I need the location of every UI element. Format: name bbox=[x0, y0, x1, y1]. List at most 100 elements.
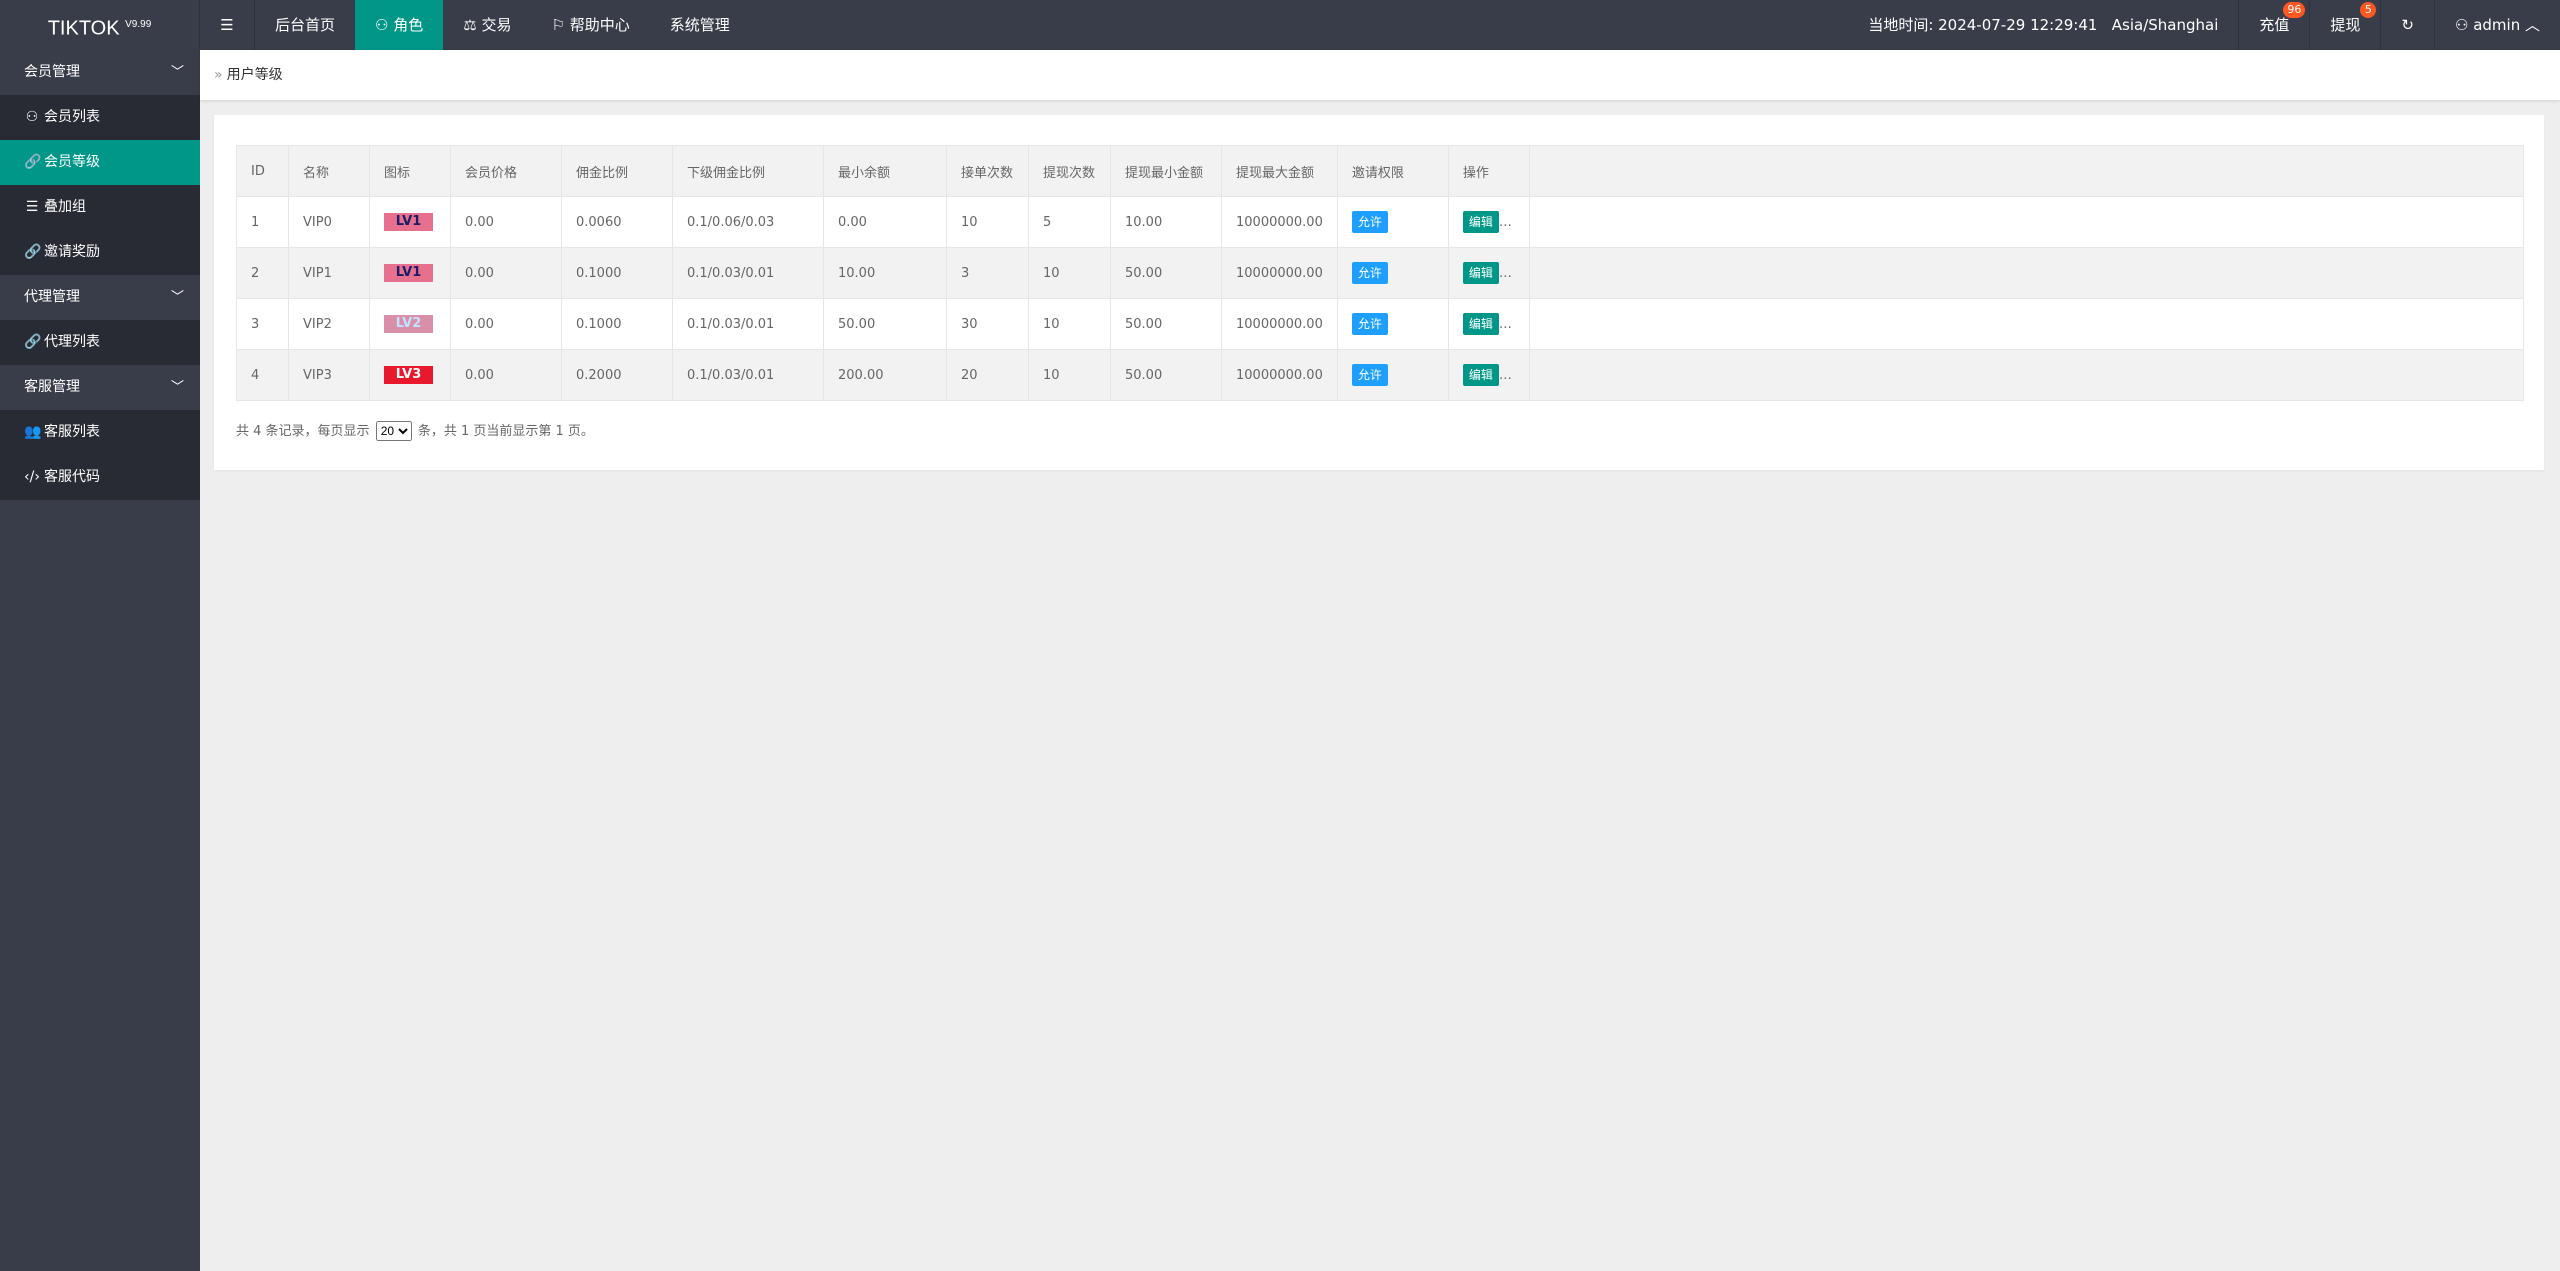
chevron-up-icon: ︿ bbox=[2524, 16, 2540, 34]
table-row: 1 VIP0 LV1 0.00 0.0060 0.1/0.06/0.03 0.00 10 5 10… bbox=[236, 196, 2525, 248]
table-cell: 0.0060 bbox=[561, 196, 673, 248]
withdraw-link[interactable]: 提现 5 bbox=[2309, 0, 2380, 50]
hamburger-icon[interactable]: ☰ bbox=[200, 0, 255, 50]
sidebar: 会员管理 ﹀ ⚇ 会员列表 🔗 会员等级 ☰ 叠加组 🔗 邀请奖励 代理管理 ﹀ 🔗 代理列表… bbox=[0, 50, 200, 1271]
column-header: 操作 bbox=[1447, 145, 1530, 197]
cell-text: 4 bbox=[251, 367, 260, 383]
table-cell: LV2 bbox=[369, 298, 451, 350]
header-filler bbox=[1528, 145, 2525, 197]
cell-text: 0.0060 bbox=[576, 214, 622, 230]
table-cell: 编辑… bbox=[1447, 349, 1530, 401]
table-cell: 50.00 bbox=[1110, 247, 1222, 299]
table-cell: 2 bbox=[236, 247, 289, 299]
table-cell: 0.1000 bbox=[561, 298, 673, 350]
allow-button[interactable]: 允许 bbox=[1351, 262, 1388, 284]
table-cell: 0.00 bbox=[450, 298, 562, 350]
more-icon[interactable]: … bbox=[1498, 215, 1512, 230]
cell-text: VIP0 bbox=[303, 214, 332, 230]
table-row: 2 VIP1 LV1 0.00 0.1000 0.1/0.03/0.01 10.00 3 10 5… bbox=[236, 247, 2525, 299]
sidebar-item-service-list[interactable]: 👥 客服列表 bbox=[0, 410, 200, 455]
allow-button[interactable]: 允许 bbox=[1351, 364, 1388, 386]
header-right: 当地时间: 2024-07-29 12:29:41 Asia/Shanghai … bbox=[1848, 0, 2560, 50]
allow-button[interactable]: 允许 bbox=[1351, 313, 1388, 335]
sidebar-item-stack-group[interactable]: ☰ 叠加组 bbox=[0, 185, 200, 230]
nav-system[interactable]: 系统管理 bbox=[669, 16, 730, 34]
edit-button[interactable]: 编辑 bbox=[1462, 313, 1499, 335]
code-icon: ‹/› bbox=[24, 469, 40, 485]
table-cell: 0.00 bbox=[450, 247, 562, 299]
cell-text: 10000000.00 bbox=[1236, 367, 1323, 383]
cell-text: 10 bbox=[1043, 316, 1060, 332]
sidebar-group-member[interactable]: 会员管理 ﹀ bbox=[0, 50, 200, 95]
table-cell: 编辑… bbox=[1447, 298, 1530, 350]
nav-trade[interactable]: ⚖ 交易 bbox=[463, 16, 512, 34]
cell-text: 0.00 bbox=[465, 214, 494, 230]
cell-text: 3 bbox=[961, 265, 970, 281]
cell-text: 0.00 bbox=[465, 316, 494, 332]
breadcrumb: » 用户等级 bbox=[200, 50, 2560, 100]
more-icon[interactable]: … bbox=[1498, 266, 1512, 281]
table-cell: 0.1/0.03/0.01 bbox=[672, 247, 824, 299]
table-cell: 10000000.00 bbox=[1221, 247, 1338, 299]
nav-role[interactable]: ⚇ 角色 bbox=[355, 0, 444, 50]
level-icon: LV1 bbox=[384, 264, 433, 282]
cell-text: 3 bbox=[251, 316, 260, 332]
cell-text: 30 bbox=[961, 316, 978, 332]
sidebar-item-member-list[interactable]: ⚇ 会员列表 bbox=[0, 95, 200, 140]
sidebar-group-agent[interactable]: 代理管理 ﹀ bbox=[0, 275, 200, 320]
top-bar: TIKTOK V9.99 ☰ 后台首页 ⚇ 角色 ⚖ 交易 ⚐ 帮助中心 系统管… bbox=[0, 0, 2560, 50]
table-cell: LV1 bbox=[369, 196, 451, 248]
version: V9.99 bbox=[125, 19, 152, 30]
sidebar-item-service-code[interactable]: ‹/› 客服代码 bbox=[0, 455, 200, 500]
chevron-down-icon: ﹀ bbox=[170, 65, 184, 80]
sidebar-group-service[interactable]: 客服管理 ﹀ bbox=[0, 365, 200, 410]
edit-button[interactable]: 编辑 bbox=[1462, 211, 1499, 233]
sidebar-item-member-level[interactable]: 🔗 会员等级 bbox=[0, 140, 200, 185]
user-icon: ⚇ bbox=[375, 16, 394, 34]
table-cell: VIP1 bbox=[288, 247, 370, 299]
edit-button[interactable]: 编辑 bbox=[1462, 262, 1499, 284]
nav-home[interactable]: 后台首页 bbox=[275, 16, 336, 34]
withdraw-badge: 5 bbox=[2360, 2, 2377, 18]
allow-button[interactable]: 允许 bbox=[1351, 211, 1388, 233]
cell-text: VIP3 bbox=[303, 367, 332, 383]
cell-text: 0.2000 bbox=[576, 367, 622, 383]
more-icon[interactable]: … bbox=[1498, 368, 1512, 383]
cell-text: 10000000.00 bbox=[1236, 214, 1323, 230]
table-cell: 允许 bbox=[1336, 298, 1449, 350]
edit-button[interactable]: 编辑 bbox=[1462, 364, 1499, 386]
flag-icon: ⚐ bbox=[551, 16, 570, 34]
column-header: 提现次数 bbox=[1028, 145, 1111, 197]
more-icon[interactable]: … bbox=[1498, 317, 1512, 332]
level-card: ID 名称 图标 会员价格 佣金比例 下级佣金比例 最小余额 接单次数 提现次数 提现最小金额 提现… bbox=[214, 115, 2544, 470]
sidebar-item-agent-list[interactable]: 🔗 代理列表 bbox=[0, 320, 200, 365]
table-cell: 5 bbox=[1028, 196, 1111, 248]
recharge-link[interactable]: 充值 96 bbox=[2238, 0, 2309, 50]
table-cell: 0.1000 bbox=[561, 247, 673, 299]
scale-icon: ⚖ bbox=[463, 16, 482, 34]
table-cell: 50.00 bbox=[823, 298, 947, 350]
sidebar-item-invite-reward[interactable]: 🔗 邀请奖励 bbox=[0, 230, 200, 275]
table-cell: 10000000.00 bbox=[1221, 349, 1338, 401]
pagination: 共 4 条记录，每页显示 20 条，共 1 页当前显示第 1 页。 bbox=[236, 420, 594, 444]
cell-text: 0.1/0.03/0.01 bbox=[687, 265, 775, 281]
cell-text: 0.00 bbox=[465, 265, 494, 281]
column-header: 佣金比例 bbox=[561, 145, 673, 197]
cell-text: 20 bbox=[961, 367, 978, 383]
cell-text: 0.1000 bbox=[576, 316, 622, 332]
refresh-icon[interactable]: ↻ bbox=[2380, 0, 2434, 50]
cell-text: 50.00 bbox=[1125, 367, 1163, 383]
per-page-select[interactable]: 20 bbox=[375, 421, 412, 441]
level-icon: LV3 bbox=[384, 366, 433, 384]
user-menu[interactable]: ⚇ admin ︿ bbox=[2433, 0, 2560, 50]
logo[interactable]: TIKTOK V9.99 bbox=[0, 0, 200, 50]
cell-text: 10.00 bbox=[1125, 214, 1163, 230]
cell-text: VIP2 bbox=[303, 316, 332, 332]
cell-text: 10000000.00 bbox=[1236, 316, 1323, 332]
chevron-down-icon: ﹀ bbox=[170, 380, 184, 395]
cell-text: 0.00 bbox=[838, 214, 867, 230]
local-time: 当地时间: 2024-07-29 12:29:41 Asia/Shanghai bbox=[1868, 16, 2219, 34]
link-icon: 🔗 bbox=[24, 154, 42, 170]
chevron-down-icon: ﹀ bbox=[170, 290, 184, 305]
nav-help[interactable]: ⚐ 帮助中心 bbox=[551, 16, 630, 34]
